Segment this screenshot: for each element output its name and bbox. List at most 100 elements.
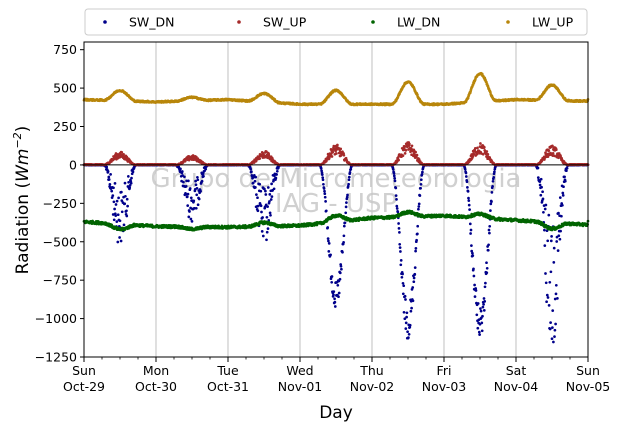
data-point: [392, 174, 396, 178]
data-point: [324, 209, 328, 213]
data-point: [546, 296, 550, 299]
data-point: [391, 168, 395, 171]
data-point: [470, 244, 473, 247]
data-point: [195, 193, 199, 197]
data-point: [327, 250, 331, 253]
series-lw-up: [82, 71, 590, 107]
data-point: [482, 303, 485, 306]
data-point: [552, 340, 555, 344]
data-point: [551, 152, 555, 155]
data-point: [194, 179, 197, 183]
data-point: [550, 337, 554, 341]
data-point: [116, 240, 120, 244]
data-point: [554, 322, 557, 326]
data-point: [546, 239, 550, 243]
data-point: [482, 309, 486, 312]
data-point: [552, 246, 556, 250]
data-point: [419, 182, 423, 186]
data-point: [491, 179, 495, 183]
data-point: [417, 158, 421, 161]
data-point: [550, 235, 553, 238]
data-point: [403, 294, 407, 298]
data-point: [414, 247, 418, 250]
data-point: [541, 190, 544, 194]
data-point: [407, 336, 410, 339]
data-point: [260, 230, 264, 233]
data-point: [255, 193, 258, 196]
data-point: [561, 194, 565, 197]
data-point: [112, 186, 115, 190]
data-point: [185, 195, 189, 199]
data-point: [111, 194, 115, 197]
data-point: [192, 199, 196, 203]
data-point: [397, 222, 400, 225]
data-point: [189, 217, 193, 221]
data-point: [408, 323, 412, 327]
data-point: [337, 295, 340, 299]
data-point: [560, 214, 563, 218]
data-point: [190, 220, 194, 223]
data-point: [347, 175, 351, 179]
data-point: [256, 204, 260, 208]
data-point: [420, 172, 424, 176]
data-point: [487, 243, 490, 247]
data-point: [194, 183, 198, 187]
data-point: [196, 178, 200, 182]
data-point: [489, 202, 493, 206]
data-point: [558, 237, 562, 241]
series-lw-dn: [82, 209, 590, 232]
data-point: [327, 242, 331, 245]
data-point: [113, 182, 117, 185]
data-point: [539, 193, 543, 197]
data-point: [400, 275, 404, 279]
data-point: [337, 291, 341, 295]
data-point: [397, 227, 401, 230]
data-point: [187, 179, 190, 183]
data-point: [561, 203, 564, 207]
data-point: [412, 276, 416, 280]
data-point: [485, 271, 489, 275]
data-point: [553, 335, 556, 338]
data-point: [261, 234, 265, 238]
data-point: [481, 152, 485, 156]
data-point: [201, 172, 205, 176]
data-point: [332, 293, 335, 297]
data-point: [481, 305, 485, 309]
data-point: [419, 178, 423, 182]
data-point: [261, 216, 264, 219]
data-point: [265, 215, 269, 219]
data-point: [401, 292, 405, 296]
data-point: [417, 205, 421, 208]
data-point: [549, 321, 552, 324]
data-point: [254, 175, 258, 179]
data-point: [563, 175, 566, 179]
data-point: [259, 204, 263, 208]
data-point: [330, 155, 334, 158]
data-point: [547, 304, 551, 307]
data-point: [268, 193, 272, 196]
data-point: [490, 200, 493, 203]
data-point: [412, 280, 416, 284]
data-point: [557, 234, 561, 238]
data-point: [331, 150, 335, 154]
data-point: [345, 195, 349, 199]
data-point: [476, 302, 480, 305]
data-point: [404, 321, 408, 325]
data-point: [487, 228, 491, 232]
data-point: [551, 326, 554, 329]
data-point: [186, 204, 190, 207]
data-point: [542, 210, 545, 214]
data-point: [465, 180, 469, 184]
data-point: [409, 309, 413, 313]
data-point: [342, 234, 346, 238]
data-point: [393, 176, 397, 180]
data-point: [333, 300, 337, 304]
data-point: [467, 196, 470, 200]
data-point: [485, 150, 489, 153]
data-point: [551, 144, 554, 148]
data-point: [403, 152, 407, 155]
data-point: [490, 191, 494, 194]
data-point: [561, 191, 565, 195]
data-point: [404, 298, 407, 301]
